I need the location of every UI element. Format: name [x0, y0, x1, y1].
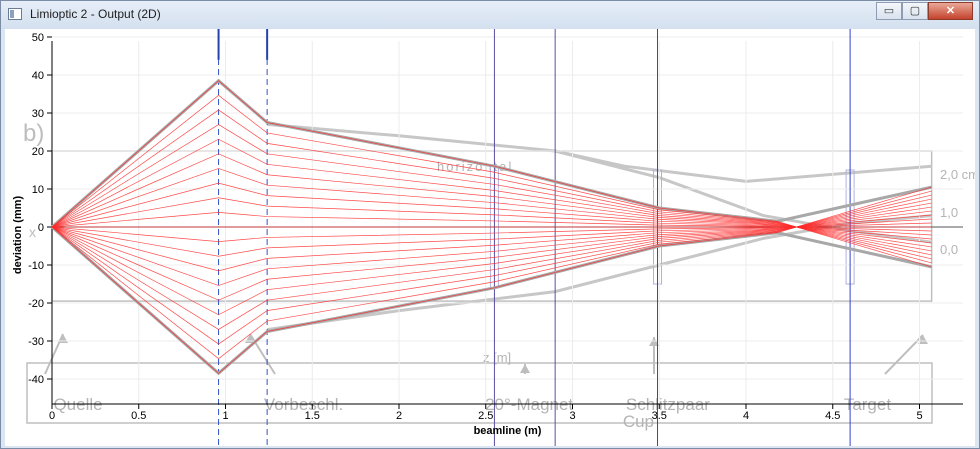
ray — [51, 138, 932, 252]
x-tick-label: 4.5 — [825, 410, 840, 422]
plot-area[interactable]: b) horizontal z [m] x 2,0 cm 1,0 0,0 Quelle Vorb… — [5, 29, 975, 446]
envelope-upper — [51, 78, 932, 229]
close-button[interactable]: ✕ — [928, 2, 973, 20]
y-tick-label: 30 — [32, 108, 44, 120]
x-tick-label: 2.5 — [478, 410, 493, 422]
scan-envelope-outer — [554, 149, 932, 183]
x-tick-label: 5 — [916, 410, 922, 422]
y-tick-label: -40 — [28, 374, 44, 386]
x-tick-label: 1.5 — [305, 410, 320, 422]
y-tick-label: 50 — [32, 32, 44, 44]
ray — [51, 210, 932, 286]
ray — [51, 94, 932, 264]
y-tick-label: 40 — [32, 70, 44, 82]
ray — [51, 222, 932, 242]
app-icon[interactable] — [8, 8, 22, 20]
title-bar[interactable]: Limioptic 2 - Output (2D) ▭ ▢ ✕ — [1, 1, 979, 29]
ray — [51, 202, 932, 316]
x-tick-label: 3.5 — [652, 410, 667, 422]
ray — [51, 194, 932, 345]
y-tick-label: -20 — [28, 298, 44, 310]
ray — [51, 197, 932, 236]
x-tick-label: 3 — [569, 410, 575, 422]
scan-plane-label: horizontal — [437, 159, 513, 174]
ray — [51, 198, 932, 330]
y-tick-label: 20 — [32, 146, 44, 158]
scan-right-label: 1,0 — [940, 205, 958, 220]
scan-arrowhead — [918, 335, 928, 344]
ray — [51, 212, 932, 232]
scan-axis-letter: x — [29, 224, 36, 240]
scan-right-label: 2,0 cm — [940, 167, 975, 182]
ray — [51, 80, 932, 268]
x-axis-label: beamline (m) — [474, 425, 542, 437]
x-tick-label: 0.5 — [131, 410, 146, 422]
scan-bottom-label: Cup — [623, 412, 654, 431]
x-tick-label: 2 — [396, 410, 402, 422]
scan-z-label: z [m] — [483, 350, 511, 365]
window-controls: ▭ ▢ ✕ — [876, 2, 973, 21]
scan-right-label: 0,0 — [940, 242, 958, 257]
scan-lower-box — [26, 362, 933, 424]
ray — [51, 206, 932, 301]
y-axis-label: deviation (mm) — [12, 196, 24, 275]
maximize-button[interactable]: ▢ — [902, 2, 928, 20]
ray — [51, 190, 932, 360]
scan-arrowhead — [58, 334, 68, 343]
y-tick-label: -10 — [28, 260, 44, 272]
rays — [51, 78, 932, 376]
minimize-button[interactable]: ▭ — [876, 2, 902, 20]
ray — [51, 218, 932, 257]
y-tick-label: -30 — [28, 336, 44, 348]
ray — [51, 153, 932, 248]
scan-arrowhead — [520, 364, 530, 373]
ray — [51, 186, 932, 374]
x-tick-label: 1 — [222, 410, 228, 422]
y-tick-label: 0 — [38, 222, 44, 234]
ray — [51, 124, 932, 256]
scan-panel-label: b) — [23, 120, 44, 147]
y-tick-label: 10 — [32, 184, 44, 196]
ray — [51, 168, 932, 244]
scan-arrow — [249, 333, 276, 375]
x-tick-label: 4 — [743, 410, 749, 422]
ray — [51, 214, 932, 272]
ray — [51, 109, 932, 260]
window-title: Limioptic 2 - Output (2D) — [30, 7, 161, 21]
ray — [51, 182, 932, 240]
axes: -40 -30 -20 -10 0 10 20 30 40 50 0 0.5 1 1.5 2 2.5 3 3.5 4… — [12, 32, 963, 437]
x-tick-label: 0 — [49, 410, 55, 422]
